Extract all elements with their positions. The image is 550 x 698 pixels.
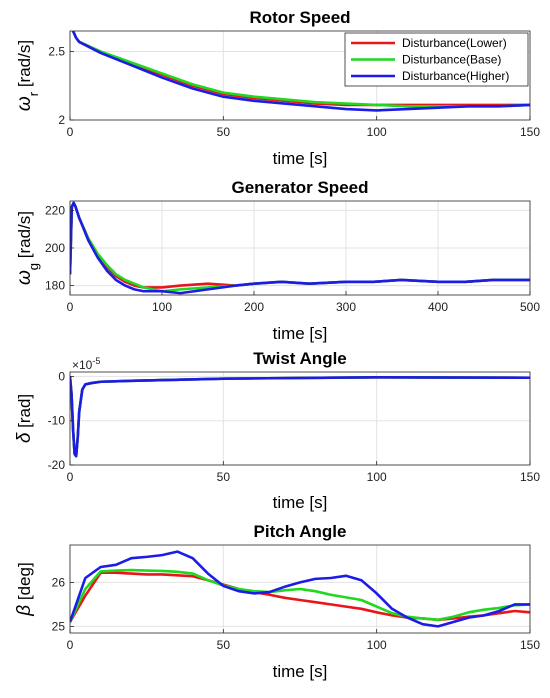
x-tick-label: 0 xyxy=(67,300,74,314)
series-line xyxy=(70,568,530,623)
y-tick-label: 26 xyxy=(52,575,66,589)
x-tick-label: 200 xyxy=(244,300,264,314)
x-tick-label: 150 xyxy=(520,125,540,139)
legend-entry: Disturbance(Higher) xyxy=(402,69,509,83)
plot-frame xyxy=(69,30,531,121)
x-tick-label: 400 xyxy=(428,300,448,314)
x-axis-label: time [s] xyxy=(273,324,328,343)
plot-frame xyxy=(69,544,531,634)
x-tick-label: 150 xyxy=(520,638,540,652)
legend: Disturbance(Lower) Disturbance(Base) Distu… xyxy=(344,32,529,87)
y-axis-label: δ [rad] xyxy=(14,394,35,443)
y-axis-multiplier: ×10-5 xyxy=(72,356,100,372)
x-axis-label: time [s] xyxy=(273,493,328,512)
x-tick-label: 100 xyxy=(367,470,387,484)
chart-panel-3: 0 50 100 150 -20 -10 0 Twist Angle time [s] δ [ra… xyxy=(14,349,540,512)
series-line xyxy=(71,31,530,112)
y-tick-label: 220 xyxy=(45,203,65,217)
series-line xyxy=(70,571,530,623)
x-tick-label: 0 xyxy=(67,125,74,139)
x-tick-label: 100 xyxy=(367,125,387,139)
x-axis-label: time [s] xyxy=(273,149,328,168)
chart-title: Rotor Speed xyxy=(249,8,350,27)
series-group xyxy=(70,376,530,458)
y-tick-label: 25 xyxy=(52,619,66,633)
y-axis-label: ωr [rad/s] xyxy=(14,40,41,111)
y-axis-label: ωg [rad/s] xyxy=(14,211,41,285)
y-tick-label: 0 xyxy=(58,369,65,383)
x-tick-label: 50 xyxy=(217,125,231,139)
plot-frame xyxy=(69,371,531,466)
y-tick-label: 2 xyxy=(58,113,65,127)
series-line xyxy=(70,376,530,458)
x-tick-label: 100 xyxy=(152,300,172,314)
x-tick-label: 500 xyxy=(520,300,540,314)
x-tick-label: 0 xyxy=(67,638,74,652)
series-line xyxy=(70,550,530,628)
y-tick-label: 200 xyxy=(45,241,65,255)
chart-title: Pitch Angle xyxy=(254,522,347,541)
chart-title: Twist Angle xyxy=(253,349,347,368)
chart-title: Generator Speed xyxy=(232,178,369,197)
x-tick-label: 0 xyxy=(67,470,74,484)
y-tick-label: -10 xyxy=(48,414,66,428)
series-group xyxy=(71,31,530,112)
x-tick-label: 300 xyxy=(336,300,356,314)
x-tick-label: 50 xyxy=(217,638,231,652)
legend-entry: Disturbance(Lower) xyxy=(402,36,507,50)
y-tick-label: 2.5 xyxy=(48,45,65,59)
plot-area xyxy=(70,372,530,465)
y-tick-label: 180 xyxy=(45,279,65,293)
x-tick-label: 100 xyxy=(367,638,387,652)
x-axis-label: time [s] xyxy=(273,662,328,681)
chart-panel-1: 0 50 100 150 2 2.5 Rotor Speed time [s] ωr [rad/… xyxy=(14,8,540,168)
series-group xyxy=(70,550,530,628)
legend-entry: Disturbance(Base) xyxy=(402,53,501,67)
y-tick-label: -20 xyxy=(48,458,66,472)
y-axis-label: β [deg] xyxy=(14,562,35,616)
chart-panel-2: 0 100 200 300 400 500 180 200 220 Generator Speed… xyxy=(14,178,540,343)
chart-panel-4: 0 50 100 150 25 26 Pitch Angle time [s] β [deg] xyxy=(14,522,540,681)
x-tick-label: 50 xyxy=(217,470,231,484)
x-tick-label: 150 xyxy=(520,470,540,484)
